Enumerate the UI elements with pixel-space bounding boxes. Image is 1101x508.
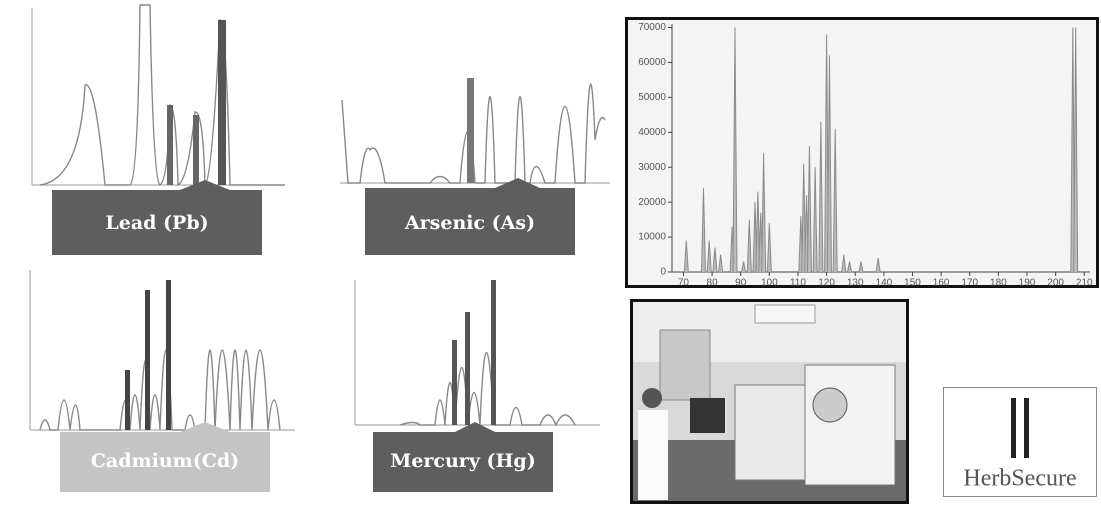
operator-coat xyxy=(638,410,668,500)
x-tick-label: 130 xyxy=(847,278,864,289)
x-tick-label: 100 xyxy=(761,278,778,289)
lead-chromatogram xyxy=(32,5,285,185)
cadmium-chromatogram xyxy=(30,270,295,430)
x-tick-label: 70 xyxy=(678,278,690,289)
x-tick-label: 200 xyxy=(1047,278,1064,289)
y-tick-label: 60000 xyxy=(638,57,666,68)
x-tick-label: 190 xyxy=(1019,278,1036,289)
x-tick-label: 140 xyxy=(876,278,893,289)
lab-photo xyxy=(632,301,908,503)
door xyxy=(660,330,710,400)
mercury-chromatogram xyxy=(355,280,600,425)
logo-mark xyxy=(1024,398,1029,458)
x-tick-label: 180 xyxy=(990,278,1007,289)
peak-fill xyxy=(467,78,474,183)
banner-label: Arsenic (As) xyxy=(404,212,535,234)
peak-fill xyxy=(145,290,150,430)
y-tick-label: 50000 xyxy=(638,92,666,103)
arsenic-chromatogram xyxy=(340,78,610,183)
y-tick-label: 10000 xyxy=(638,232,666,243)
peak-fill xyxy=(167,105,173,185)
y-tick-label: 40000 xyxy=(638,127,666,138)
y-tick-label: 0 xyxy=(660,267,666,278)
peak-fill xyxy=(452,340,457,425)
y-tick-label: 30000 xyxy=(638,162,666,173)
peak-fill xyxy=(491,280,496,425)
peak-fill xyxy=(125,370,130,430)
peak-fill xyxy=(193,115,199,185)
x-tick-label: 90 xyxy=(735,278,747,289)
trace xyxy=(400,353,575,426)
instrument-door xyxy=(813,388,847,422)
x-tick-label: 120 xyxy=(818,278,835,289)
operator-head xyxy=(642,388,662,408)
x-tick-label: 80 xyxy=(707,278,719,289)
x-tick-label: 160 xyxy=(933,278,950,289)
air-conditioner xyxy=(755,305,815,323)
instrument xyxy=(735,385,810,480)
peak-fill xyxy=(218,20,226,185)
logo-text: HerbSecure xyxy=(963,466,1076,492)
peak-fill xyxy=(465,312,470,425)
trace xyxy=(40,350,280,430)
logo: HerbSecure xyxy=(944,388,1097,497)
x-tick-label: 170 xyxy=(961,278,978,289)
banner-label: Cadmium(Cd) xyxy=(91,450,239,472)
spectrum-frame xyxy=(627,19,1098,287)
banner-label: Mercury (Hg) xyxy=(390,450,535,472)
x-tick-label: 150 xyxy=(904,278,921,289)
x-tick-label: 210 xyxy=(1076,278,1093,289)
collage: Lead (Pb) Arsenic (As) Cadmium(Cd) Mercu… xyxy=(0,0,1101,508)
logo-mark xyxy=(1011,398,1016,458)
y-tick-label: 70000 xyxy=(638,22,666,33)
x-tick-label: 110 xyxy=(790,278,806,289)
y-tick-label: 20000 xyxy=(638,197,666,208)
banner-label: Lead (Pb) xyxy=(105,212,208,234)
monitor xyxy=(690,398,725,433)
peak-fill xyxy=(166,280,171,430)
instrument xyxy=(805,365,895,485)
trace xyxy=(40,5,285,185)
